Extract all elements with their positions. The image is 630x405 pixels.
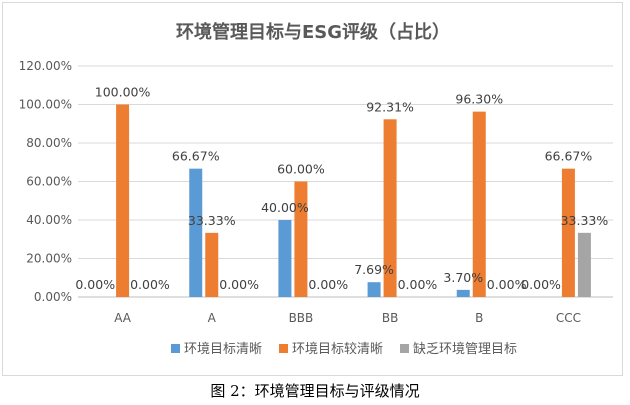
data-label: 0.00% [521, 277, 561, 292]
x-tick-label: CCC [556, 311, 581, 325]
data-label: 33.33% [188, 213, 236, 228]
chart-frame: 环境管理目标与ESG评级（占比） 0.00% 20.00% 40.00% 60.00%… [2, 2, 623, 376]
figure-caption: 图 2：环境管理目标与评级情况 [210, 382, 420, 400]
data-label: 33.33% [561, 213, 609, 228]
bar [577, 232, 591, 297]
x-tick-label: A [208, 311, 217, 325]
bar [116, 104, 130, 297]
bar [383, 119, 397, 297]
bar [561, 168, 575, 297]
data-label: 0.00% [487, 277, 527, 292]
data-label: 0.00% [130, 277, 170, 292]
legend-label: 环境目标较清晰 [292, 342, 383, 357]
legend: 环境目标清晰 环境目标较清晰 缺乏环境管理目标 [171, 342, 517, 357]
bar-chart: 环境管理目标与ESG评级（占比） 0.00%20.00%40.00%60.00%… [19, 21, 613, 357]
bar [205, 232, 219, 297]
bar [294, 181, 308, 297]
legend-swatch [279, 344, 288, 353]
y-tick-label: 80.00% [26, 136, 72, 150]
data-label: 96.30% [455, 92, 503, 107]
data-label: 3.70% [443, 270, 483, 285]
bar [456, 289, 470, 297]
x-axis-ticks: AA A BBB BB B CCC [114, 311, 581, 325]
data-labels: 0.00% 100.00% 0.00% 66.67% 33.33% 0.00% 40.00%… [75, 85, 608, 293]
legend-swatch [400, 344, 409, 353]
y-tick-label: 60.00% [26, 175, 72, 189]
legend-label: 缺乏环境管理目标 [413, 342, 517, 357]
data-label: 0.00% [308, 277, 348, 292]
bars [116, 104, 591, 297]
y-tick-label: 20.00% [26, 252, 72, 266]
data-label: 0.00% [219, 277, 259, 292]
bar [367, 282, 381, 297]
data-label: 0.00% [75, 277, 115, 292]
data-label: 100.00% [95, 85, 151, 100]
y-tick-label: 100.00% [19, 98, 72, 112]
gridlines [78, 65, 613, 298]
legend-swatch [171, 344, 180, 353]
x-tick-label: BBB [289, 311, 314, 325]
bar [189, 168, 203, 297]
data-label: 0.00% [398, 277, 438, 292]
x-tick-label: AA [114, 311, 132, 325]
y-tick-label: 120.00% [19, 59, 72, 73]
chart-title: 环境管理目标与ESG评级（占比） [176, 21, 450, 43]
data-label: 66.67% [172, 149, 220, 164]
y-tick-label: 40.00% [26, 213, 72, 227]
x-tick-label: B [475, 311, 483, 325]
y-tick-label: 0.00% [34, 290, 72, 304]
x-tick-label: BB [382, 311, 398, 325]
data-label: 40.00% [261, 200, 309, 215]
y-axis-ticks: 0.00% 20.00% 40.00% 60.00% 80.00% 100.00% 120.… [19, 59, 72, 304]
data-label: 60.00% [277, 162, 325, 177]
data-label: 7.69% [354, 262, 394, 277]
data-label: 92.31% [366, 99, 414, 114]
bar [472, 111, 486, 297]
legend-label: 环境目标清晰 [184, 342, 262, 357]
data-label: 66.67% [545, 149, 593, 164]
bar [278, 220, 292, 297]
